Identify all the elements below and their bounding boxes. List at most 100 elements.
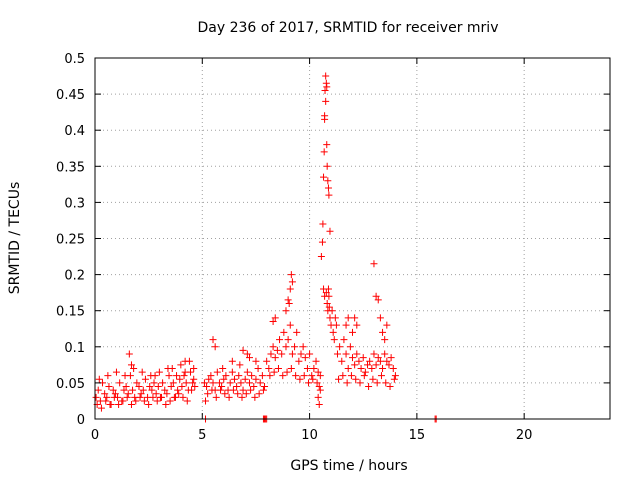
data-point xyxy=(365,383,373,391)
data-point xyxy=(376,357,384,365)
data-point xyxy=(266,372,274,380)
data-point xyxy=(242,390,250,398)
data-point xyxy=(381,350,389,358)
data-point xyxy=(247,386,255,394)
data-point xyxy=(342,321,350,329)
data-point xyxy=(319,220,327,228)
data-point xyxy=(291,343,299,351)
data-point xyxy=(233,383,241,391)
data-point xyxy=(150,379,158,387)
data-point xyxy=(191,383,199,391)
x-tick-label: 0 xyxy=(91,428,99,443)
data-point xyxy=(297,350,305,358)
data-point xyxy=(204,390,212,398)
data-point xyxy=(177,361,185,369)
data-point xyxy=(164,364,172,372)
data-point xyxy=(353,321,361,329)
data-point xyxy=(217,386,225,394)
data-point xyxy=(374,296,382,304)
data-point xyxy=(325,292,333,300)
data-point xyxy=(333,350,341,358)
data-point xyxy=(123,393,131,401)
data-point xyxy=(355,357,363,365)
data-point xyxy=(121,372,129,380)
data-point xyxy=(258,372,266,380)
data-point xyxy=(254,364,262,372)
data-point xyxy=(349,354,356,362)
data-point xyxy=(270,368,278,376)
data-point xyxy=(303,364,311,372)
data-point xyxy=(228,357,236,365)
data-point xyxy=(305,379,313,387)
data-point xyxy=(181,368,189,376)
data-point xyxy=(158,393,166,401)
data-point xyxy=(120,386,128,394)
data-point xyxy=(312,357,320,365)
data-point xyxy=(379,364,387,372)
data-point xyxy=(237,379,245,387)
data-point xyxy=(161,386,169,394)
data-point xyxy=(273,346,281,354)
data-point xyxy=(176,375,184,383)
data-point xyxy=(361,368,369,376)
data-point xyxy=(209,336,217,344)
data-point xyxy=(387,354,395,362)
data-point xyxy=(208,386,216,394)
y-tick-label: 0.1 xyxy=(64,341,85,356)
data-point xyxy=(359,354,367,362)
data-point xyxy=(167,383,175,391)
data-point xyxy=(342,350,350,358)
data-point xyxy=(339,372,347,380)
data-point xyxy=(153,397,161,405)
data-point xyxy=(308,372,316,380)
data-point xyxy=(222,372,230,380)
data-point xyxy=(286,285,294,293)
data-point xyxy=(146,383,154,391)
data-point xyxy=(179,393,187,401)
data-point xyxy=(252,357,260,365)
data-point xyxy=(145,401,153,409)
data-point xyxy=(271,314,279,322)
data-point xyxy=(309,375,317,383)
data-point xyxy=(238,393,246,401)
data-point xyxy=(165,372,173,380)
data-point xyxy=(356,379,364,387)
data-point xyxy=(159,379,167,387)
data-point xyxy=(323,299,331,307)
data-point xyxy=(122,383,130,391)
data-point xyxy=(386,383,394,391)
data-point xyxy=(301,354,309,362)
data-point xyxy=(256,379,264,387)
data-point xyxy=(324,177,332,185)
data-point xyxy=(205,375,213,383)
data-point xyxy=(274,364,282,372)
data-point xyxy=(129,386,137,394)
data-point xyxy=(316,372,324,380)
data-point xyxy=(343,379,351,387)
y-tick-label: 0.05 xyxy=(56,377,85,392)
data-point xyxy=(183,397,191,405)
data-point xyxy=(287,364,295,372)
data-point xyxy=(127,401,135,409)
data-point xyxy=(154,383,162,391)
data-point xyxy=(344,364,352,372)
data-point xyxy=(127,361,135,369)
y-tick-label: 0.35 xyxy=(56,160,85,175)
data-point xyxy=(228,368,236,376)
data-point xyxy=(246,354,253,362)
data-point xyxy=(106,401,114,409)
data-point xyxy=(148,386,156,394)
data-point xyxy=(190,364,198,372)
data-point xyxy=(130,364,138,372)
data-point xyxy=(292,372,300,380)
x-tick-label: 20 xyxy=(516,428,533,443)
data-point xyxy=(135,383,143,391)
data-point xyxy=(190,375,198,383)
data-point xyxy=(284,296,292,304)
data-point xyxy=(331,314,339,322)
axis-ticks: 0 5 10 15 20 0 0.05 0.1 0.15 0.2 0.25 0.3 0.35 0.4 0.4… xyxy=(56,52,610,443)
data-point xyxy=(248,372,256,380)
x-tick-label: 5 xyxy=(198,428,206,443)
data-point xyxy=(278,350,286,358)
data-point xyxy=(347,372,355,380)
